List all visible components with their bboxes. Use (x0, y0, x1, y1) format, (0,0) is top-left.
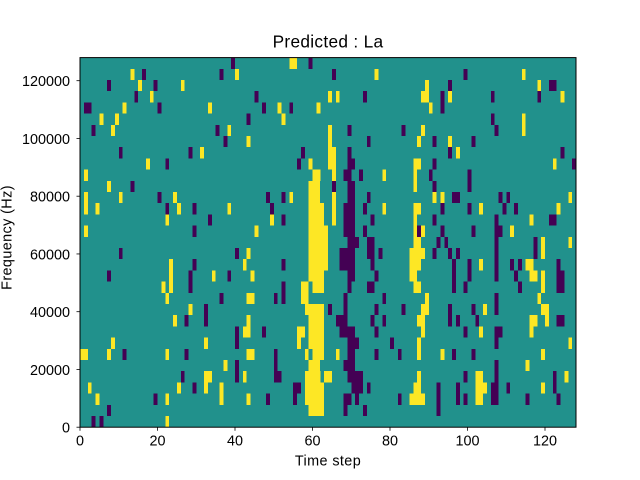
svg-text:60: 60 (304, 434, 320, 450)
svg-text:Time step: Time step (295, 454, 361, 470)
svg-text:120000: 120000 (22, 74, 70, 90)
svg-text:80: 80 (382, 434, 398, 450)
svg-text:40000: 40000 (30, 305, 70, 321)
svg-text:120: 120 (533, 434, 557, 450)
svg-text:Predicted : La: Predicted : La (273, 32, 384, 52)
svg-text:20: 20 (149, 434, 165, 450)
svg-text:40: 40 (227, 434, 243, 450)
svg-text:100: 100 (455, 434, 479, 450)
svg-text:20000: 20000 (30, 363, 70, 379)
svg-text:100000: 100000 (22, 132, 70, 148)
svg-text:0: 0 (76, 434, 84, 450)
svg-text:80000: 80000 (30, 190, 70, 206)
svg-text:Frequency (Hz): Frequency (Hz) (0, 185, 16, 290)
svg-text:60000: 60000 (30, 247, 70, 263)
svg-text:0: 0 (62, 421, 70, 437)
